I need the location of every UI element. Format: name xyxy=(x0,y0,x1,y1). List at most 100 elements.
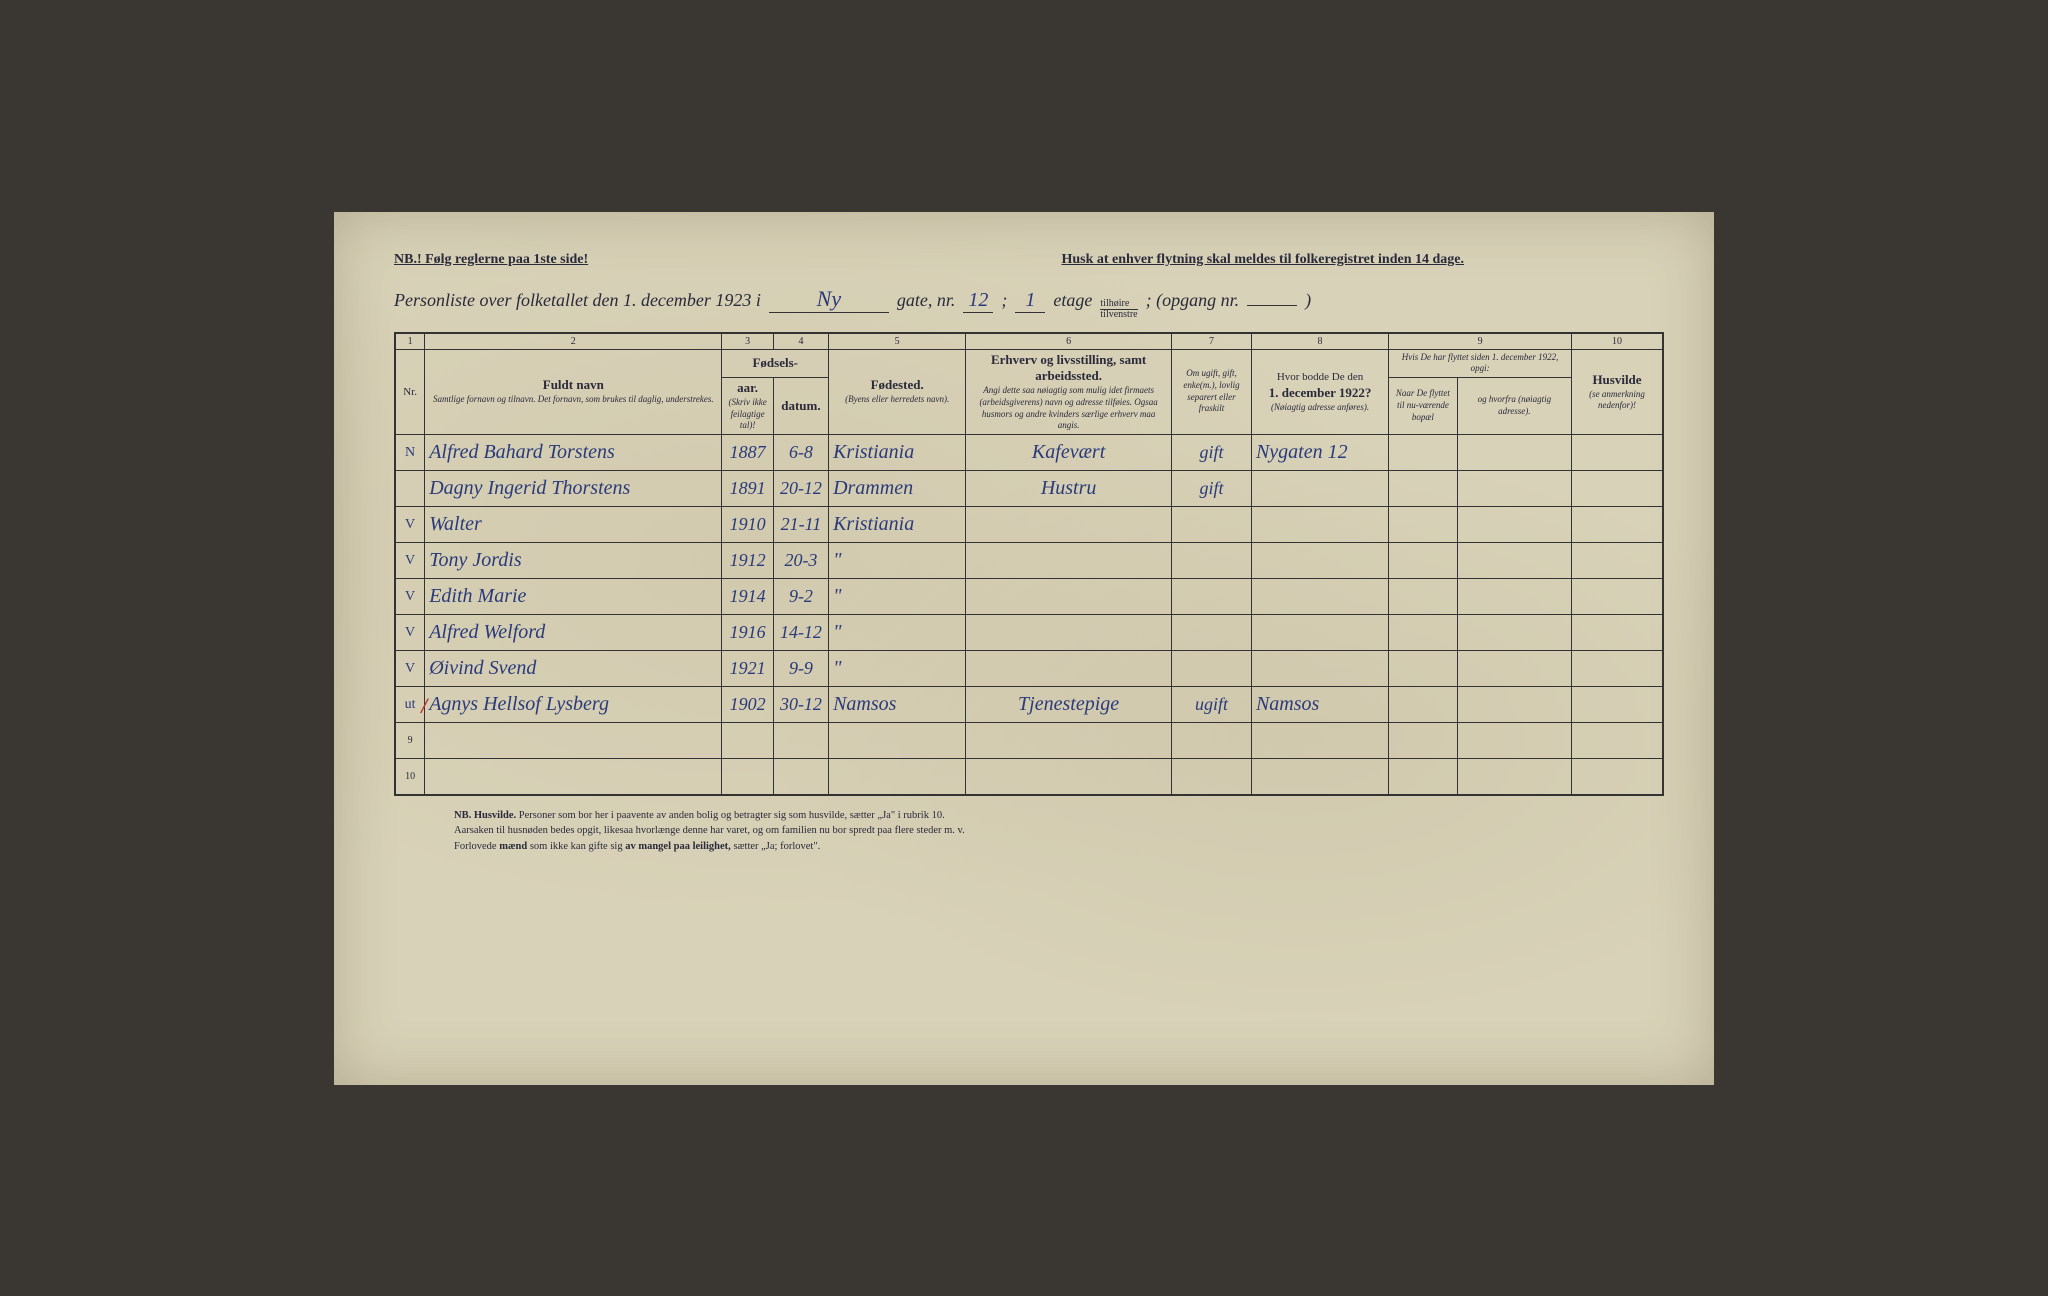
gate-name-field: Ny xyxy=(769,286,889,313)
cell-erhverv: Tjenestepige xyxy=(966,687,1172,723)
cell-datum: 30-12 xyxy=(773,687,828,723)
hdr-ugift: Om ugift, gift, enke(m.), lovlig separer… xyxy=(1171,349,1251,435)
footnote: NB. Husvilde. Personer som bor her i paa… xyxy=(394,808,1664,855)
cell-status xyxy=(1171,651,1251,687)
cell-hvorfra xyxy=(1457,615,1571,651)
cell-erhverv xyxy=(966,579,1172,615)
cell-name: Walter xyxy=(425,507,722,543)
table-row-empty: 9 xyxy=(395,723,1663,759)
cell-aar: 1912 xyxy=(722,543,773,579)
cell-status: gift xyxy=(1171,435,1251,471)
cell-husvilde xyxy=(1572,471,1664,507)
col-num-8: 8 xyxy=(1251,333,1388,350)
opgang-label: ; (opgang nr. xyxy=(1146,290,1240,311)
cell-naar xyxy=(1389,507,1458,543)
cell-husvilde xyxy=(1572,651,1664,687)
cell-erhverv xyxy=(966,543,1172,579)
side-indicator: tilhøire tilvenstre xyxy=(1100,299,1137,320)
hdr-husvilde: Husvilde (se anmerkning nedenfor)! xyxy=(1572,349,1664,435)
table-row: VWalter191021-11Kristiania xyxy=(395,507,1663,543)
cell-bodde xyxy=(1251,615,1388,651)
col-num-10: 10 xyxy=(1572,333,1664,350)
cell-fodested: Namsos xyxy=(829,687,966,723)
row-nr: V xyxy=(405,589,415,604)
cell-name: Tony Jordis xyxy=(425,543,722,579)
cell-status xyxy=(1171,543,1251,579)
cell-fodested: " xyxy=(829,543,966,579)
nb-notice: NB.! Følg reglerne paa 1ste side! xyxy=(394,252,588,268)
cell-naar xyxy=(1389,543,1458,579)
cell-naar xyxy=(1389,435,1458,471)
col-num-7: 7 xyxy=(1171,333,1251,350)
cell-hvorfra xyxy=(1457,471,1571,507)
cell-aar: 1914 xyxy=(722,579,773,615)
footnote-line1: NB. Husvilde. Personer som bor her i paa… xyxy=(454,808,1624,824)
cell-husvilde xyxy=(1572,435,1664,471)
hdr-nr: Nr. xyxy=(395,349,425,435)
cell-hvorfra xyxy=(1457,651,1571,687)
cell-name: Dagny Ingerid Thorstens xyxy=(425,471,722,507)
cell-bodde xyxy=(1251,651,1388,687)
cell-naar xyxy=(1389,687,1458,723)
hdr-fodsels: Fødsels- xyxy=(722,349,829,377)
cell-name: Alfred Welford xyxy=(425,615,722,651)
cell-erhverv: Kafevært xyxy=(966,435,1172,471)
col-num-3: 3 xyxy=(722,333,773,350)
header-notice-row: NB.! Følg reglerne paa 1ste side! Husk a… xyxy=(394,252,1664,268)
cell-datum: 21-11 xyxy=(773,507,828,543)
footnote-line3: Forlovede mænd som ikke kan gifte sig av… xyxy=(454,839,1624,855)
cell-name: Alfred Bahard Torstens xyxy=(425,435,722,471)
cell-fodested: Kristiania xyxy=(829,507,966,543)
cell-datum: 9-2 xyxy=(773,579,828,615)
cell-aar: 1921 xyxy=(722,651,773,687)
cell-status xyxy=(1171,615,1251,651)
close-paren: ) xyxy=(1305,290,1311,311)
row-nr: 10 xyxy=(395,759,425,795)
cell-hvorfra xyxy=(1457,435,1571,471)
cell-name: Edith Marie xyxy=(425,579,722,615)
table-row: VTony Jordis191220-3" xyxy=(395,543,1663,579)
table-row: VØivind Svend19219-9" xyxy=(395,651,1663,687)
column-number-row: 1 2 3 4 5 6 7 8 9 10 xyxy=(395,333,1663,350)
gate-nr-field: 12 xyxy=(963,289,993,313)
cell-erhverv xyxy=(966,651,1172,687)
cell-aar: 1910 xyxy=(722,507,773,543)
etage-label: etage xyxy=(1053,290,1092,311)
cell-fodested: " xyxy=(829,651,966,687)
cell-naar xyxy=(1389,471,1458,507)
cell-fodested: Kristiania xyxy=(829,435,966,471)
cell-status: ugift xyxy=(1171,687,1251,723)
cell-fodested: " xyxy=(829,579,966,615)
cell-datum: 9-9 xyxy=(773,651,828,687)
col-num-9: 9 xyxy=(1389,333,1572,350)
cell-datum: 20-3 xyxy=(773,543,828,579)
cell-bodde xyxy=(1251,579,1388,615)
hdr-hvorfra: og hvorfra (nøiagtig adresse). xyxy=(1457,377,1571,434)
cell-erhverv xyxy=(966,507,1172,543)
row-nr: N xyxy=(405,445,415,460)
hdr-erhverv: Erhverv og livsstilling, samt arbeidsste… xyxy=(966,349,1172,435)
col-num-6: 6 xyxy=(966,333,1172,350)
table-row-empty: 10 xyxy=(395,759,1663,795)
cell-status: gift xyxy=(1171,471,1251,507)
footnote-line2: Aarsaken til husnøden bedes opgit, likes… xyxy=(454,823,1624,839)
hdr-flyttet: Hvis De har flyttet siden 1. december 19… xyxy=(1389,349,1572,377)
table-row: NAlfred Bahard Torstens18876-8Kristiania… xyxy=(395,435,1663,471)
cell-aar: 1891 xyxy=(722,471,773,507)
cell-husvilde xyxy=(1572,579,1664,615)
semicolon: ; xyxy=(1001,290,1007,311)
cell-status xyxy=(1171,579,1251,615)
census-document-page: NB.! Følg reglerne paa 1ste side! Husk a… xyxy=(334,212,1714,1085)
row-nr: ut xyxy=(405,697,416,712)
cell-name: /Agnys Hellsof Lysberg xyxy=(425,687,722,723)
cell-datum: 20-12 xyxy=(773,471,828,507)
husk-notice: Husk at enhver flytning skal meldes til … xyxy=(1061,252,1464,268)
hdr-naar: Naar De flyttet til nu-værende bopæl xyxy=(1389,377,1458,434)
row-nr: V xyxy=(405,661,415,676)
cell-fodested: " xyxy=(829,615,966,651)
cell-naar xyxy=(1389,615,1458,651)
census-table: 1 2 3 4 5 6 7 8 9 10 Nr. Fuldt navn Samt… xyxy=(394,332,1664,796)
hdr-bodde: Hvor bodde De den 1. december 1922? (Nøi… xyxy=(1251,349,1388,435)
cell-hvorfra xyxy=(1457,579,1571,615)
cell-erhverv: Hustru xyxy=(966,471,1172,507)
